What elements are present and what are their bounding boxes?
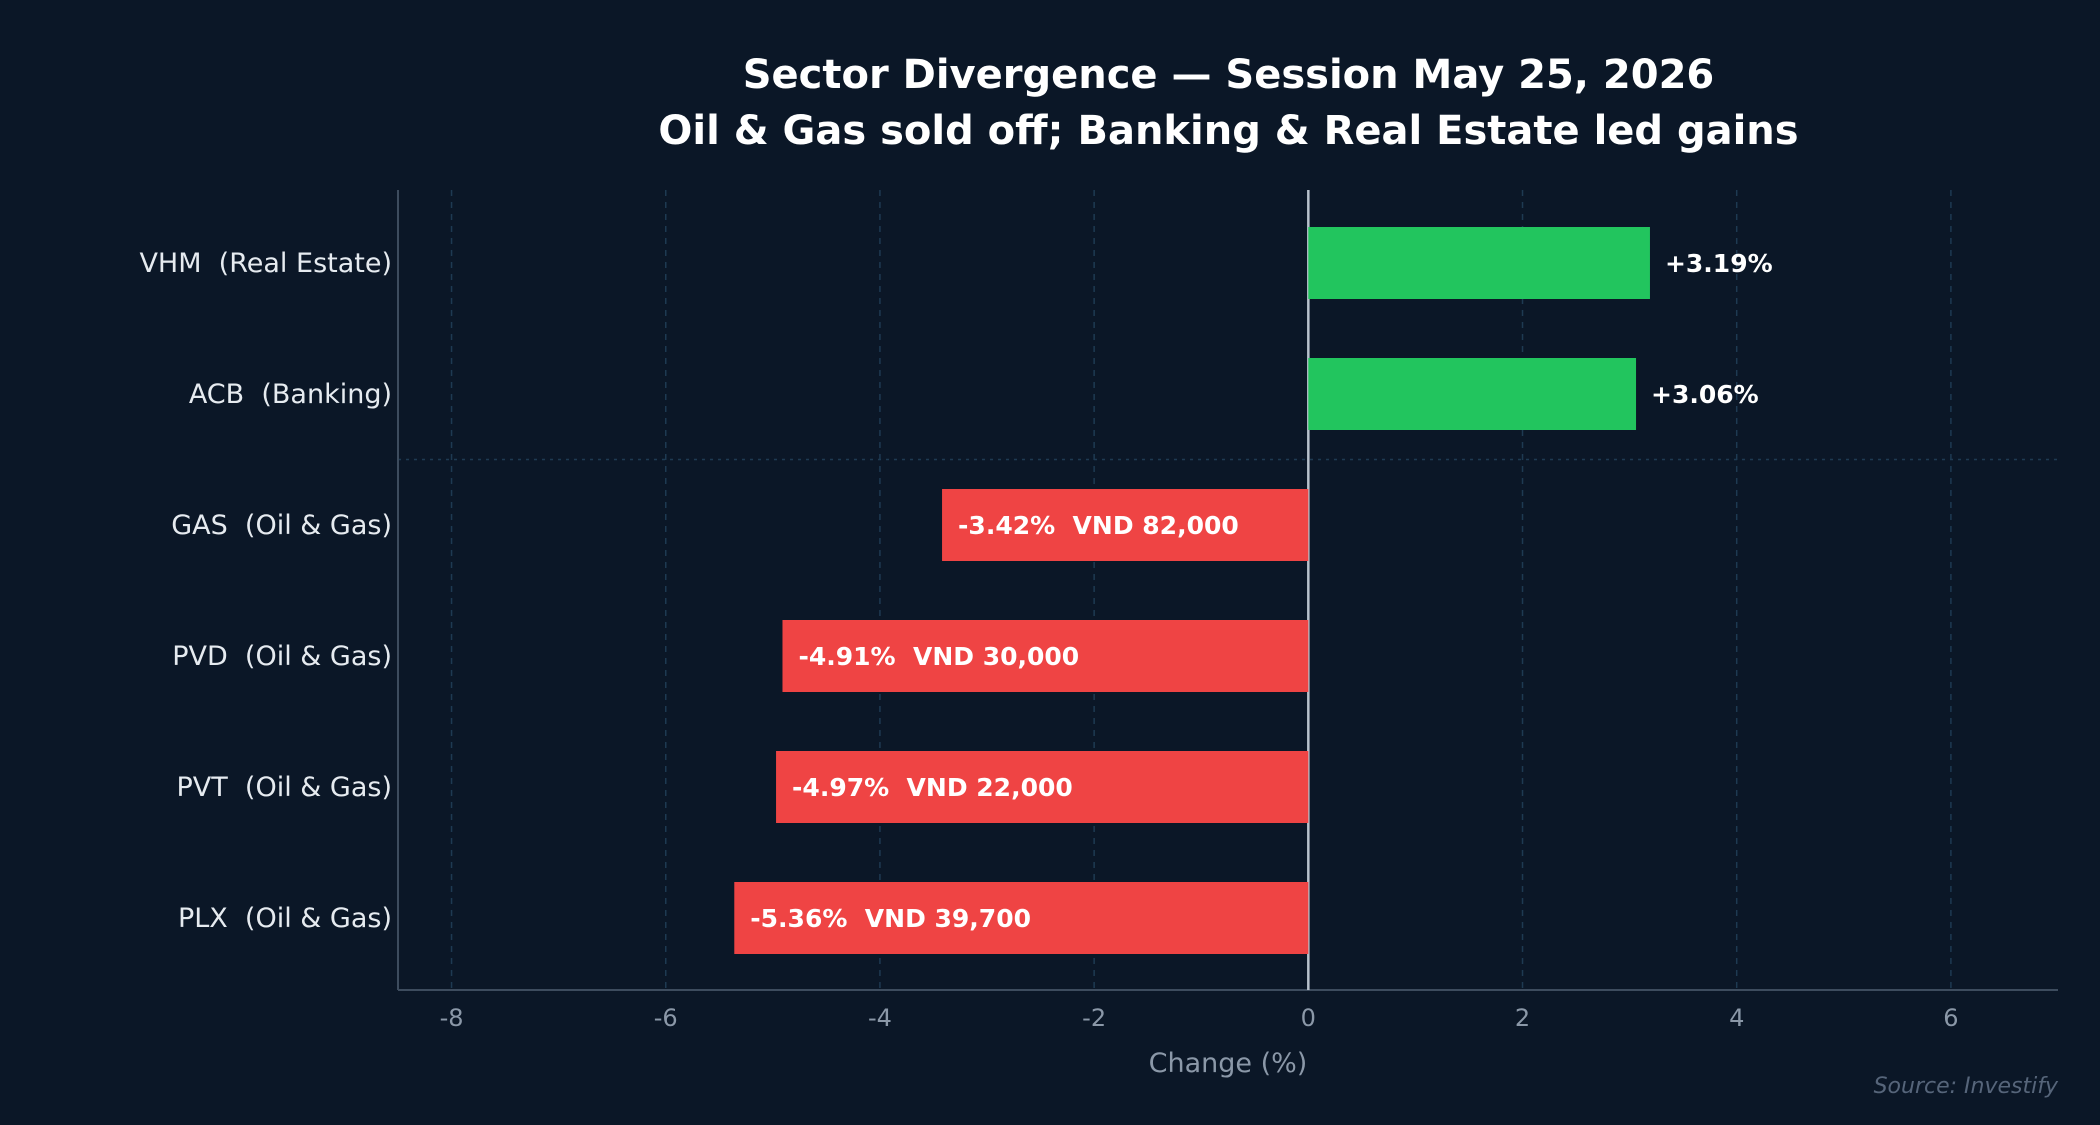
category-label: VHM (Real Estate): [139, 248, 392, 279]
x-tick-label: 2: [1515, 1004, 1530, 1032]
x-axis-label: Change (%): [1149, 1048, 1308, 1079]
x-tick-label: -2: [1082, 1004, 1106, 1032]
category-label: PVD (Oil & Gas): [172, 641, 392, 672]
x-tick-label: -6: [654, 1004, 678, 1032]
bar: [782, 620, 1309, 692]
axes: [397, 190, 2058, 991]
bar: [734, 882, 1309, 954]
bar: [776, 751, 1309, 823]
bar-value-label: +3.19%: [1665, 249, 1773, 278]
source-note: Source: Investify: [1873, 1074, 2058, 1099]
bar-value-label: +3.06%: [1651, 380, 1759, 409]
grid-lines: [398, 190, 2058, 990]
bar-value-label: -5.36% VND 39,700: [750, 904, 1031, 933]
category-label: ACB (Banking): [189, 379, 392, 410]
x-tick-label: -4: [868, 1004, 892, 1032]
bar-value-label: -4.91% VND 30,000: [798, 642, 1079, 671]
category-labels: VHM (Real Estate) ACB (Banking) GAS (Oil &…: [139, 248, 392, 934]
x-tick-label: 4: [1729, 1004, 1744, 1032]
bar: [942, 489, 1309, 561]
chart-title: Sector Divergence — Session May 25, 2026: [742, 52, 1715, 98]
chart-subtitle: Oil & Gas sold off; Banking & Real Estat…: [658, 108, 1799, 154]
bar-value-label: -4.97% VND 22,000: [792, 773, 1073, 802]
category-label: PLX (Oil & Gas): [178, 903, 392, 934]
bars: [734, 227, 1650, 954]
data-labels: +3.19% +3.06% -3.42% VND 82,000 -4.91% VND …: [750, 249, 1772, 933]
bar: [1308, 227, 1650, 299]
x-tick-label: 6: [1943, 1004, 1958, 1032]
category-label: PVT (Oil & Gas): [177, 772, 393, 803]
category-label: GAS (Oil & Gas): [171, 510, 392, 541]
bar-value-label: -3.42% VND 82,000: [958, 511, 1239, 540]
x-tick-label: -8: [440, 1004, 464, 1032]
x-tick-label: 0: [1301, 1004, 1316, 1032]
tick-labels: -8 -6 -4 -2 0 2 4 6: [440, 1004, 1959, 1032]
bar: [1308, 358, 1637, 430]
